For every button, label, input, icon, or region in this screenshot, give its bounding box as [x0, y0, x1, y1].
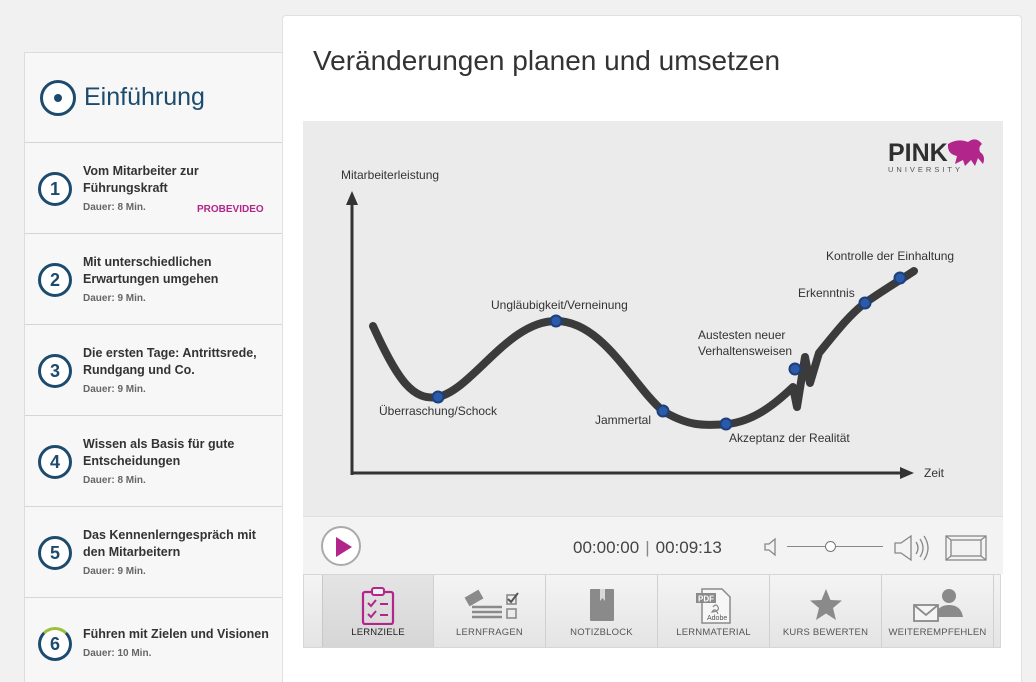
logo-sub: UNIVERSITY [888, 165, 963, 174]
player-controls: 00:00:00 | 00:09:13 [303, 516, 1003, 574]
lesson-title: Wissen als Basis für gute Entscheidungen [83, 437, 235, 468]
page-title: Veränderungen planen und umsetzen [313, 45, 781, 76]
point-1 [431, 390, 445, 404]
tab-label: KURS BEWERTEN [782, 627, 869, 638]
lion-logo-icon [947, 139, 984, 166]
y-axis-label: Mitarbeiterleistung [341, 168, 439, 182]
lesson-item-1[interactable]: 1 Vom Mitarbeiter zur Führungskraft Daue… [25, 143, 282, 234]
lesson-duration: Dauer: 9 Min. [83, 566, 146, 577]
question-form-icon [464, 589, 519, 619]
lesson-duration: Dauer: 9 Min. [83, 293, 146, 304]
tab-label: LERNMATERIAL [676, 627, 751, 638]
pdf-file-icon: PDF Adobe [695, 588, 731, 624]
lesson-item-3[interactable]: 3 Die ersten Tage: Antrittsrede, Rundgan… [25, 325, 282, 416]
point-3 [656, 404, 670, 418]
recommend-mail-icon [912, 589, 963, 622]
label-jammertal: Jammertal [595, 413, 651, 427]
main-panel: Veränderungen planen und umsetzen PINK U… [282, 15, 1022, 682]
sidebar-title: Einführung [84, 83, 205, 111]
lesson-number: 4 [38, 445, 72, 479]
pdf-text: PDF [698, 595, 714, 604]
point-6 [858, 296, 872, 310]
tab-notizblock[interactable]: NOTIZBLOCK [546, 575, 658, 647]
time-display: 00:00:00 | 00:09:13 [573, 538, 722, 558]
label-verneinung: Ungläubigkeit/Verneinung [491, 298, 628, 312]
label-schock: Überraschung/Schock [379, 404, 498, 418]
chart-axes [346, 191, 914, 479]
x-axis-label: Zeit [924, 466, 945, 480]
tab-weiterempfehlen[interactable]: WEITEREMPFEHLEN [882, 575, 994, 647]
tab-label: LERNZIELE [351, 627, 405, 638]
star-icon [809, 589, 842, 620]
notebook-icon [589, 589, 614, 621]
lesson-item-6[interactable]: 6 Führen mit Zielen und Visionen Dauer: … [25, 598, 282, 682]
point-2 [549, 314, 563, 328]
point-5 [788, 362, 802, 376]
tab-lernmaterial[interactable]: PDF Adobe LERNMATERIAL [658, 575, 770, 647]
lesson-duration: Dauer: 10 Min. [83, 648, 152, 659]
total-time: 00:09:13 [655, 538, 722, 557]
video-area[interactable]: PINK UNIVERSITY Mitarbeiterleistung Zeit [303, 121, 1003, 516]
fullscreen-icon[interactable] [945, 535, 987, 561]
lesson-duration: Dauer: 8 Min. [83, 475, 146, 486]
lesson-number: 2 [38, 263, 72, 297]
lesson-number: 6 [38, 627, 72, 661]
sidebar-header: Einführung [25, 53, 282, 143]
volume-low-icon[interactable] [763, 537, 779, 557]
label-austesten-1: Austesten neuer [698, 328, 785, 342]
adobe-text: Adobe [707, 615, 727, 622]
lesson-item-5[interactable]: 5 Das Kennenlerngespräch mit den Mitarbe… [25, 507, 282, 598]
video-frame: PINK UNIVERSITY Mitarbeiterleistung Zeit [341, 139, 984, 480]
lesson-duration: Dauer: 8 Min. [83, 202, 146, 213]
play-button[interactable] [321, 526, 361, 566]
tab-label: WEITEREMPFEHLEN [888, 627, 987, 638]
current-time: 00:00:00 [573, 538, 640, 557]
point-4 [719, 417, 733, 431]
point-7 [893, 271, 907, 285]
volume-slider-knob[interactable] [825, 541, 837, 552]
target-icon [40, 79, 76, 116]
volume-high-icon[interactable] [893, 535, 933, 561]
learning-toolbar: LERNZIELE LERNFRAGEN NOTIZBLOCK [303, 574, 1001, 648]
lesson-number: 1 [38, 172, 72, 206]
lesson-title: Mit unterschiedlichen Erwartungen umgehe… [83, 255, 219, 286]
change-curve [369, 267, 918, 429]
lesson-duration: Dauer: 9 Min. [83, 384, 146, 395]
lesson-title: Vom Mitarbeiter zur Führungskraft [83, 164, 199, 195]
lesson-title: Die ersten Tage: Antrittsrede, Rundgang … [83, 346, 257, 377]
probevideo-badge[interactable]: PROBEVIDEO [197, 204, 264, 215]
lesson-number: 3 [38, 354, 72, 388]
lesson-item-4[interactable]: 4 Wissen als Basis für gute Entscheidung… [25, 416, 282, 507]
lesson-title: Führen mit Zielen und Visionen [83, 627, 269, 641]
label-austesten-2: Verhaltensweisen [698, 344, 792, 358]
lesson-title: Das Kennenlerngespräch mit den Mitarbeit… [83, 528, 256, 559]
tab-lernziele[interactable]: LERNZIELE [322, 575, 434, 647]
time-separator: | [645, 538, 650, 557]
label-kontrolle: Kontrolle der Einhaltung [826, 249, 954, 263]
label-erkenntnis: Erkenntnis [798, 286, 855, 300]
tab-label: NOTIZBLOCK [570, 627, 633, 638]
clipboard-check-icon [361, 587, 395, 625]
lesson-item-2[interactable]: 2 Mit unterschiedlichen Erwartungen umge… [25, 234, 282, 325]
curve-points [431, 271, 907, 431]
tab-kurs-bewerten[interactable]: KURS BEWERTEN [770, 575, 882, 647]
lesson-number: 5 [38, 536, 72, 570]
logo-main: PINK [888, 139, 948, 167]
tab-lernfragen[interactable]: LERNFRAGEN [434, 575, 546, 647]
lesson-sidebar: Einführung 1 Vom Mitarbeiter zur Führung… [24, 52, 282, 682]
label-akzeptanz: Akzeptanz der Realität [729, 431, 850, 445]
tab-label: LERNFRAGEN [456, 627, 523, 638]
